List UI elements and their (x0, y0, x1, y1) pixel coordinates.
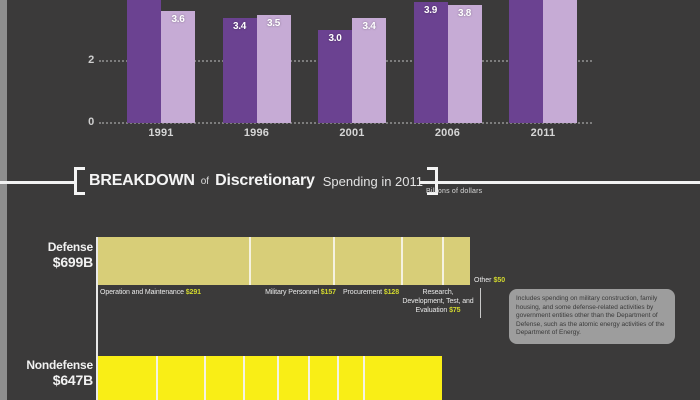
x-axis-label-2006: 2006 (434, 127, 461, 139)
x-axis-label-2001: 2001 (339, 127, 365, 139)
defense-segment-label-3: Research, Development, Test, and Evaluat… (401, 289, 475, 315)
top-bar-chart: 2 0 3.6 1991 3.4 3.5 1996 3.0 3.4 2001 3.9 3.8 2006 2… (0, 0, 700, 150)
bar-value-label: 3.0 (328, 33, 342, 44)
y-axis-tick-0: 0 (88, 116, 94, 128)
defense-bar-segment-0 (98, 237, 250, 285)
dark-purple-series-bar-2006: 3.9 (413, 2, 448, 123)
nondefense-stacked-bar (98, 356, 442, 400)
dark-purple-series-bar-2001: 3.0 (318, 30, 352, 123)
divider-line-right (419, 181, 700, 184)
segment-value: $128 (383, 289, 399, 296)
defense-bar-segment-1 (249, 237, 333, 285)
x-axis-label-2011: 2011 (530, 127, 556, 139)
other-segment-label: Other $50 (474, 277, 505, 284)
title-word-breakdown: BREAKDOWN (89, 172, 195, 189)
dark-purple-series-bar-2011 (509, 0, 543, 123)
other-label-text: Other (474, 277, 492, 284)
title-word-discretionary: Discretionary (215, 172, 315, 189)
title-word-spending: Spending in 2011 (322, 173, 424, 189)
x-axis-label-1991: 1991 (148, 127, 174, 139)
segment-name: Research, Development, Test, and Evaluat… (402, 289, 474, 314)
nondefense-bar-segment-3 (242, 356, 278, 400)
other-tooltip: Includes spending on military constructi… (509, 289, 675, 344)
bar-value-label: 3.8 (457, 8, 471, 20)
segment-value: $75 (449, 306, 461, 314)
left-bracket-decoration (74, 167, 85, 195)
light-purple-series-bar-2001: 3.4 (352, 17, 386, 123)
units-label: Billions of dollars (426, 188, 483, 195)
defense-label: Defense (47, 240, 93, 254)
nondefense-total: $647B (52, 371, 93, 388)
nondefense-bar-segment-5 (307, 356, 338, 400)
bar-value-label: 3.9 (423, 5, 437, 17)
light-purple-series-bar-1991: 3.6 (161, 11, 195, 123)
x-axis-label-1996: 1996 (243, 127, 270, 139)
gridline-0 (99, 122, 592, 124)
segment-name: Procurement (342, 289, 384, 296)
defense-bar-segment-3 (401, 237, 443, 285)
light-purple-series-bar-1996: 3.5 (256, 14, 291, 123)
nondefense-bar-segment-1 (155, 356, 204, 400)
dark-purple-series-bar-1996: 3.4 (222, 17, 257, 123)
nondefense-row-label: Nondefense $647B (10, 359, 93, 387)
defense-row-label: Defense $699B (10, 241, 93, 269)
bar-value-label: 3.4 (362, 20, 376, 32)
nondefense-bar-segment-7 (362, 356, 442, 400)
defense-total: $699B (52, 253, 93, 270)
nondefense-bar-segment-2 (203, 356, 243, 400)
y-axis-tick-2: 2 (88, 54, 94, 66)
nondefense-bar-segment-0 (98, 356, 156, 400)
segment-name: Operation and Maintenance (100, 289, 186, 296)
page-left-edge (0, 0, 7, 400)
defense-segment-label-0: Operation and Maintenance $291 (100, 289, 250, 298)
other-label-value: $50 (493, 277, 506, 284)
right-bracket-decoration (427, 167, 439, 195)
breakdown-axis-line (96, 237, 98, 400)
defense-segment-label-1: Military Personnel $157 (248, 289, 353, 298)
defense-bar-segment-2 (332, 237, 402, 285)
nondefense-bar-segment-6 (337, 356, 363, 400)
section-title: BREAKDOWN of Discretionary Spending in 2… (74, 167, 439, 195)
bar-value-label: 3.4 (232, 20, 246, 32)
light-purple-series-bar-2006: 3.8 (447, 5, 482, 123)
title-word-of: of (200, 175, 210, 187)
segment-value: $291 (185, 289, 201, 296)
nondefense-label: Nondefense (26, 358, 93, 372)
segment-name: Military Personnel (265, 289, 321, 296)
defense-stacked-bar (98, 237, 471, 285)
defense-bar-segment-4 (442, 237, 471, 285)
light-purple-series-bar-2011 (543, 0, 577, 123)
divider-line-left (0, 181, 74, 184)
defense-segment-label-2: Procurement $128 (333, 289, 409, 298)
other-callout-connector (480, 288, 481, 318)
dark-purple-series-bar-1991 (127, 0, 161, 123)
nondefense-bar-segment-4 (277, 356, 308, 400)
segment-value: $157 (320, 289, 336, 296)
bar-value-label: 3.6 (171, 14, 185, 26)
bar-value-label: 3.5 (266, 17, 280, 29)
